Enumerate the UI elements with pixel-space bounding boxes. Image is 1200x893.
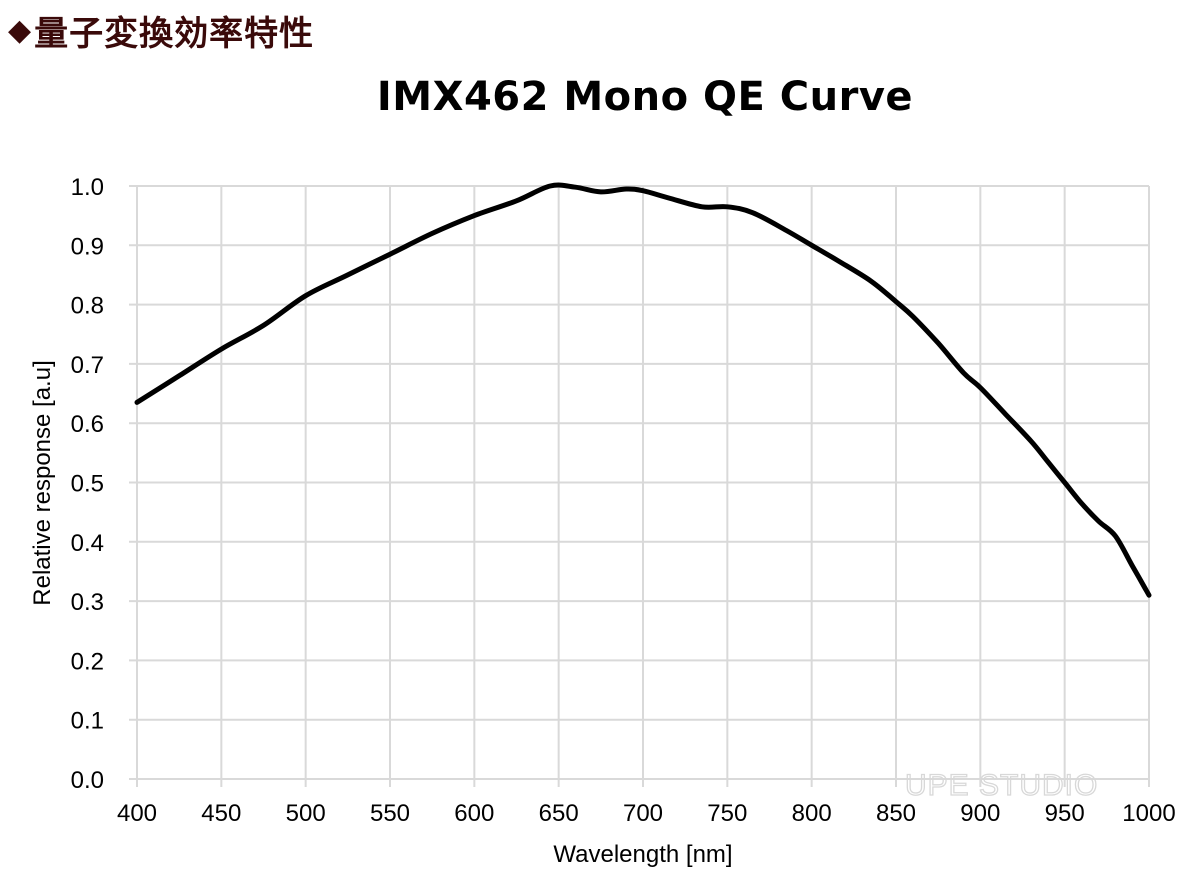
y-tick-label: 0.9 <box>71 233 104 260</box>
x-tick-label: 500 <box>286 800 326 827</box>
section-heading: ◆ 量子変換効率特性 <box>8 6 314 54</box>
y-tick-label: 0.0 <box>71 767 104 794</box>
chart-title: IMX462 Mono QE Curve <box>376 74 914 120</box>
y-axis-title: Relative response [a.u] <box>29 360 56 605</box>
y-tick-label: 0.6 <box>71 411 104 438</box>
y-tick-label: 1.0 <box>71 174 104 201</box>
x-tick-label: 400 <box>117 800 157 827</box>
section-heading-text: 量子変換効率特性 <box>34 13 315 54</box>
x-tick-label: 800 <box>792 800 832 827</box>
y-tick-label: 0.5 <box>71 471 104 498</box>
x-tick-label: 900 <box>960 800 1000 827</box>
watermark: UPE STUDIO <box>904 768 1098 802</box>
x-tick-label: 450 <box>201 800 241 827</box>
x-axis-title: Wavelength [nm] <box>553 841 732 868</box>
chart-grid <box>129 185 1150 787</box>
x-tick-label: 700 <box>623 800 663 827</box>
x-tick-label: 600 <box>454 800 494 827</box>
watermark-text: UPE STUDIO <box>905 769 1098 802</box>
y-tick-label: 0.7 <box>71 352 104 379</box>
x-tick-label: 950 <box>1045 800 1085 827</box>
x-tick-label: 550 <box>370 800 410 827</box>
x-tick-label: 650 <box>539 800 579 827</box>
y-tick-label: 0.3 <box>71 589 104 616</box>
x-tick-label: 1000 <box>1122 800 1175 827</box>
diamond-bullet-icon: ◆ <box>8 12 33 48</box>
y-tick-label: 0.4 <box>71 530 104 557</box>
y-tick-label: 0.1 <box>71 708 104 735</box>
x-tick-label: 850 <box>876 800 916 827</box>
x-axis-ticks: 400 450 500 550 600 650 700 750 800 850 900 950 1000 <box>117 800 1176 827</box>
qe-curve-line <box>134 182 1152 598</box>
y-tick-label: 0.2 <box>71 648 104 675</box>
y-tick-label: 0.8 <box>71 293 104 320</box>
x-tick-label: 750 <box>707 800 747 827</box>
y-axis-ticks: 0.0 0.1 0.2 0.3 0.4 0.5 0.6 0.7 0.8 0.9 1.0 <box>71 174 104 794</box>
